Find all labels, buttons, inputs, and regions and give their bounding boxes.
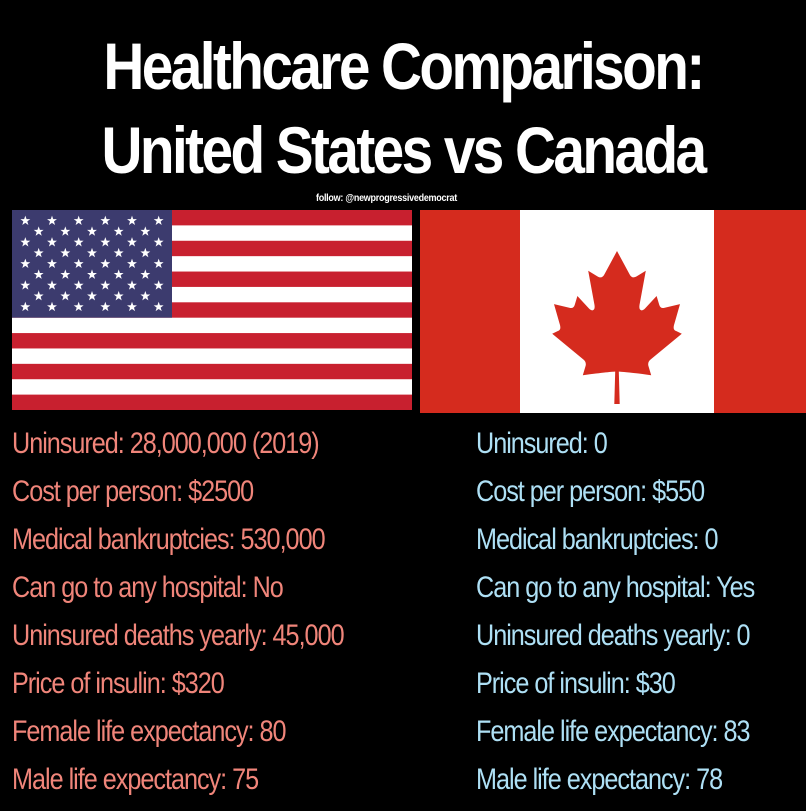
canada-stat-female-life: Female life expectancy: 83	[476, 715, 751, 748]
us-stat-bankruptcies: Medical bankruptcies: 530,000	[12, 523, 326, 556]
title-line-2: United States vs Canada	[101, 113, 707, 187]
us-stat-cost: Cost per person: $2500	[12, 475, 254, 508]
canada-stat-male-life: Male life expectancy: 78	[476, 763, 723, 796]
us-stat-deaths: Uninsured deaths yearly: 45,000	[12, 619, 345, 652]
us-stats-list: Uninsured: 28,000,000 (2019) Cost per pe…	[12, 420, 407, 804]
us-stat-female-life: Female life expectancy: 80	[12, 715, 287, 748]
canada-stat-uninsured: Uninsured: 0	[476, 427, 608, 460]
canada-stat-any-hospital: Can go to any hospital: Yes	[476, 571, 755, 604]
us-stat-uninsured: Uninsured: 28,000,000 (2019)	[12, 427, 320, 460]
canada-stat-bankruptcies: Medical bankruptcies: 0	[476, 523, 719, 556]
canada-stat-insulin: Price of insulin: $30	[476, 667, 676, 700]
canada-stat-deaths: Uninsured deaths yearly: 0	[476, 619, 751, 652]
follow-credit: follow: @newprogressivedemocrat	[316, 193, 457, 204]
us-stat-male-life: Male life expectancy: 75	[12, 763, 259, 796]
us-stat-insulin: Price of insulin: $320	[12, 667, 225, 700]
canada-stat-cost: Cost per person: $550	[476, 475, 705, 508]
canada-stats-list: Uninsured: 0 Cost per person: $550 Medic…	[476, 420, 806, 804]
title-line-1: Healthcare Comparison:	[103, 29, 705, 103]
us-stat-any-hospital: Can go to any hospital: No	[12, 571, 284, 604]
canada-flag-icon	[420, 210, 806, 413]
us-flag-icon	[12, 210, 412, 410]
